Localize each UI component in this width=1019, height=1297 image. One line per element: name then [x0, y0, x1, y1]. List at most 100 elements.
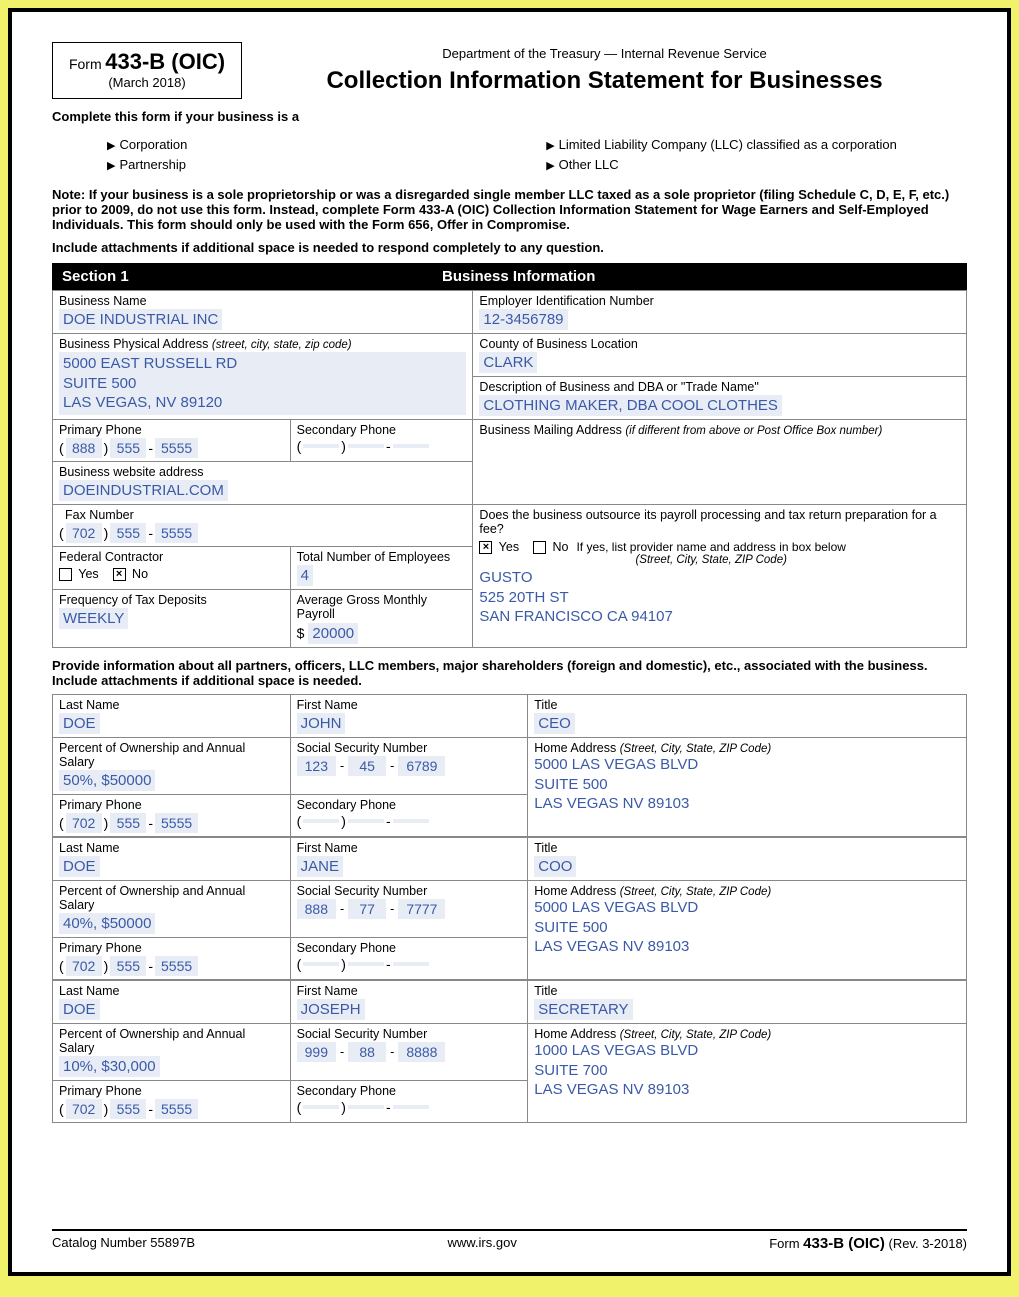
field-label: Home Address	[534, 884, 616, 898]
primary-phone-cell: Primary Phone (702) 555- 5555	[53, 938, 291, 980]
pct-value[interactable]: 40%, $50000	[59, 913, 155, 934]
home-address-value[interactable]: 5000 LAS VEGAS BLVD SUITE 500 LAS VEGAS …	[534, 898, 960, 957]
website-value[interactable]: DOEINDUSTRIAL.COM	[59, 480, 228, 501]
secondary-phone-input[interactable]: () -	[297, 813, 522, 829]
field-label: County of Business Location	[479, 337, 960, 351]
ein-cell: Employer Identification Number 12-345678…	[473, 291, 967, 334]
ssn-input[interactable]: 888- 77- 7777	[297, 899, 522, 919]
phone-prefix	[348, 1105, 384, 1109]
field-label: Primary Phone	[59, 1084, 284, 1098]
phone-number: 5555	[155, 438, 198, 458]
addr-line: 5000 LAS VEGAS BLVD	[534, 898, 960, 918]
business-info-table: Business Name DOE INDUSTRIAL INC Employe…	[52, 290, 967, 648]
county-cell: County of Business Location CLARK	[473, 334, 967, 377]
phone-area	[303, 444, 339, 448]
ssn-input[interactable]: 999- 88- 8888	[297, 1042, 522, 1062]
ein-value[interactable]: 12-3456789	[479, 309, 567, 330]
field-label: Title	[534, 698, 960, 712]
yes-label: Yes	[499, 540, 519, 554]
employees-value[interactable]: 4	[297, 565, 313, 586]
phone-prefix: 555	[110, 1099, 146, 1119]
field-label: Secondary Phone	[297, 798, 522, 812]
field-hint: (Street, City, State, ZIP Code)	[620, 886, 771, 898]
provider-value[interactable]: GUSTO 525 20TH ST SAN FRANCISCO CA 94107	[479, 568, 960, 627]
first-name-cell: First Name JOHN	[290, 695, 528, 738]
biz-types-left: ▶Corporation ▶Partnership	[52, 132, 491, 177]
address-value[interactable]: 5000 EAST RUSSELL RD SUITE 500 LAS VEGAS…	[59, 352, 466, 415]
payroll-input[interactable]: $ 20000	[297, 622, 467, 644]
partners-instruction: Provide information about all partners, …	[52, 658, 967, 688]
yes-label: Yes	[78, 567, 98, 581]
form-date: (March 2018)	[65, 75, 229, 90]
fed-no-checkbox[interactable]: ×	[113, 568, 126, 581]
fax-input[interactable]: (702) 555- 5555	[59, 523, 466, 543]
first-name-value[interactable]: JANE	[297, 856, 343, 877]
field-label: Does the business outsource its payroll …	[479, 508, 960, 536]
secondary-phone-input[interactable]: () -	[297, 438, 467, 454]
ssn-cell: Social Security Number 888- 77- 7777	[290, 881, 528, 938]
field-label: Fax Number	[59, 508, 466, 522]
phone-area	[303, 962, 339, 966]
title-value[interactable]: CEO	[534, 713, 575, 734]
primary-phone-input[interactable]: (702) 555- 5555	[59, 956, 284, 976]
first-name-value[interactable]: JOSEPH	[297, 999, 365, 1020]
phone-number	[393, 1105, 429, 1109]
ssn-part: 8888	[398, 1042, 445, 1062]
phone-area	[303, 1105, 339, 1109]
phone-number	[393, 444, 429, 448]
primary-phone-input[interactable]: (702) 555- 5555	[59, 813, 284, 833]
ssn-part: 88	[348, 1042, 386, 1062]
addr-line: SUITE 500	[534, 775, 960, 795]
ssn-input[interactable]: 123- 45- 6789	[297, 756, 522, 776]
physical-address-cell: Business Physical Address (street, city,…	[53, 334, 473, 420]
form-header: Form 433-B (OIC) (March 2018) Department…	[52, 42, 967, 99]
title-value[interactable]: COO	[534, 856, 576, 877]
addr-line: 1000 LAS VEGAS BLVD	[534, 1041, 960, 1061]
description-cell: Description of Business and DBA or "Trad…	[473, 377, 967, 420]
primary-phone-input[interactable]: (702) 555- 5555	[59, 1099, 284, 1119]
description-value[interactable]: CLOTHING MAKER, DBA COOL CLOTHES	[479, 395, 782, 416]
phone-area: 702	[66, 1099, 102, 1119]
pct-ownership-cell: Percent of Ownership and Annual Salary 4…	[53, 881, 291, 938]
field-label: Employer Identification Number	[479, 294, 960, 308]
last-name-value[interactable]: DOE	[59, 999, 100, 1020]
header-title-block: Department of the Treasury — Internal Re…	[242, 42, 967, 99]
form-number: 433-B (OIC)	[105, 49, 225, 74]
ssn-part: 45	[348, 756, 386, 776]
home-address-value[interactable]: 1000 LAS VEGAS BLVD SUITE 700 LAS VEGAS …	[534, 1041, 960, 1100]
business-name-value[interactable]: DOE INDUSTRIAL INC	[59, 309, 222, 330]
secondary-phone-input[interactable]: () -	[297, 1099, 522, 1115]
outsource-no-checkbox[interactable]	[533, 541, 546, 554]
first-name-value[interactable]: JOHN	[297, 713, 346, 734]
title-value[interactable]: SECRETARY	[534, 999, 632, 1020]
form-number-box: Form 433-B (OIC) (March 2018)	[52, 42, 242, 99]
fax-cell: Fax Number (702) 555- 5555	[53, 505, 473, 547]
field-label: Secondary Phone	[297, 1084, 522, 1098]
pct-value[interactable]: 10%, $30,000	[59, 1056, 160, 1077]
phone-number	[393, 962, 429, 966]
phone-number: 5555	[155, 523, 198, 543]
last-name-value[interactable]: DOE	[59, 856, 100, 877]
phone-number: 5555	[155, 956, 198, 976]
last-name-value[interactable]: DOE	[59, 713, 100, 734]
biz-type-corporation: ▶Corporation	[107, 137, 491, 152]
secondary-phone-input[interactable]: () -	[297, 956, 522, 972]
arrow-icon: ▶	[546, 160, 554, 172]
addr-line: SUITE 500	[534, 918, 960, 938]
phone-area: 702	[66, 813, 102, 833]
freq-value[interactable]: WEEKLY	[59, 608, 128, 629]
partner-table: Last Name DOE First Name JOSEPH Title SE…	[52, 980, 967, 1123]
freq-tax-cell: Frequency of Tax Deposits WEEKLY	[53, 590, 291, 648]
county-value[interactable]: CLARK	[479, 352, 537, 373]
first-name-cell: First Name JANE	[290, 838, 528, 881]
primary-phone-input[interactable]: (888) 555- 5555	[59, 438, 284, 458]
pct-ownership-cell: Percent of Ownership and Annual Salary 1…	[53, 1024, 291, 1081]
pct-value[interactable]: 50%, $50000	[59, 770, 155, 791]
fed-yes-checkbox[interactable]	[59, 568, 72, 581]
title-cell: Title CEO	[528, 695, 967, 738]
phone-prefix: 555	[110, 523, 146, 543]
arrow-icon: ▶	[107, 140, 115, 152]
home-address-value[interactable]: 5000 LAS VEGAS BLVD SUITE 500 LAS VEGAS …	[534, 755, 960, 814]
outsource-yes-checkbox[interactable]: ×	[479, 541, 492, 554]
phone-prefix: 555	[110, 956, 146, 976]
